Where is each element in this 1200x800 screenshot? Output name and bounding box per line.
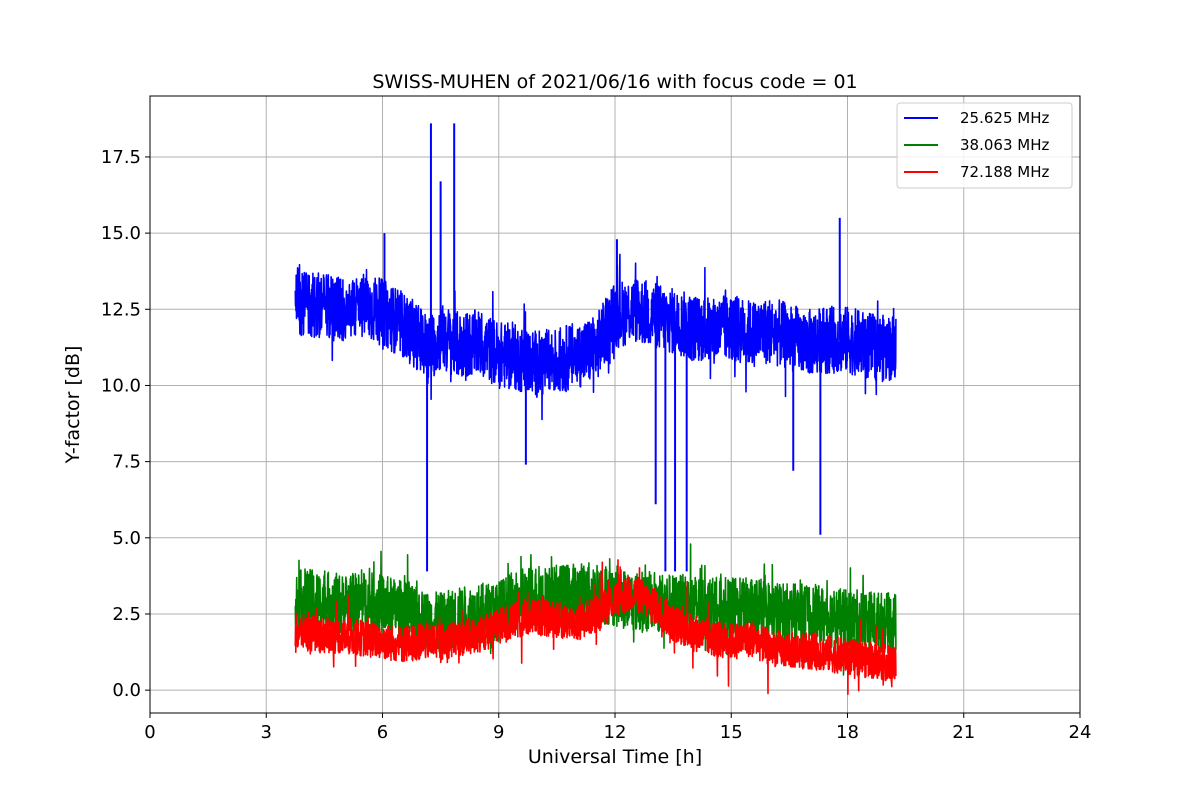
legend-box [896,102,1073,189]
tick-layer: 0 3 6 9 12 15 18 21 24 0.0 2.5 5.0 7.5 10.0 12.5 15.0 17… [101,147,1092,743]
legend-entries: 25.625 MHz 38.063 MHz 72.188 MHz [904,109,1049,181]
x-tick-label: 0 [144,722,155,743]
y-tick-label: 12.5 [101,299,141,320]
x-tick-label: 12 [604,722,627,743]
y-axis-title: Y-factor [dB] [62,346,84,465]
x-tick-label: 3 [261,722,272,743]
x-tick-label: 6 [377,722,388,743]
series-line [294,253,897,421]
x-tick-label: 9 [493,722,504,743]
series-line [294,559,897,695]
x-tick-label: 21 [952,722,975,743]
y-tick-label: 10.0 [101,375,141,396]
x-axis-title: Universal Time [h] [528,746,702,768]
y-tick-label: 15.0 [101,223,141,244]
y-tick-label: 0.0 [112,680,141,701]
y-tick-label: 17.5 [101,147,141,168]
legend: 25.625 MHz 38.063 MHz 72.188 MHz [896,102,1073,189]
x-tick-label: 15 [720,722,743,743]
chart-title: SWISS-MUHEN of 2021/06/16 with focus cod… [372,71,857,93]
x-tick-label: 24 [1069,722,1092,743]
y-tick-label: 7.5 [112,452,141,473]
legend-label: 25.625 MHz [960,109,1049,127]
y-tick-label: 5.0 [112,528,141,549]
x-tick-label: 18 [836,722,859,743]
series-25-625-mhzline [294,123,897,572]
y-tick-label: 2.5 [112,604,141,625]
legend-label: 72.188 MHz [960,163,1049,181]
series-layer [294,123,897,695]
legend-label: 38.063 MHz [960,136,1049,154]
series-72-188-mhzline [294,559,897,695]
